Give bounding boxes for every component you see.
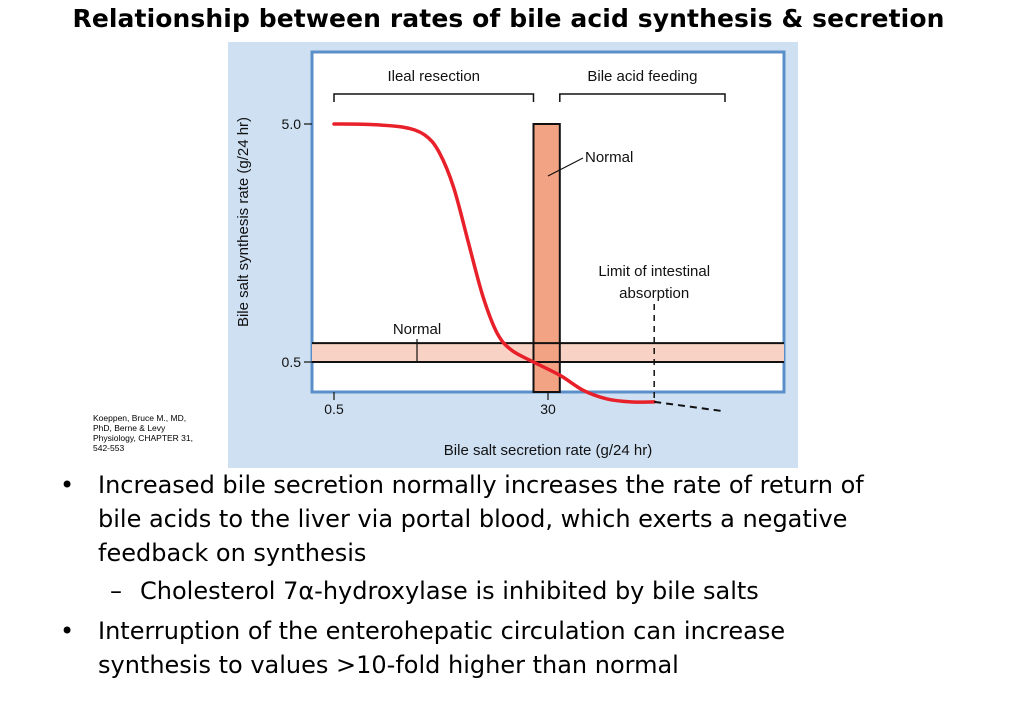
region-label: Bile acid feeding xyxy=(587,68,697,85)
x-tick-label: 0.5 xyxy=(324,401,344,417)
bullet-line: bile acids to the liver via portal blood… xyxy=(98,505,848,533)
normal-bar-leader xyxy=(547,157,584,177)
citation: Koeppen, Bruce M., MD, PhD, Berne & Levy… xyxy=(93,413,233,453)
y-tick-label: 0.5 xyxy=(282,354,302,370)
normal-bar-label: Normal xyxy=(585,149,633,166)
normal-bar xyxy=(533,124,560,392)
region-bracket xyxy=(333,93,535,102)
slide-title: Relationship between rates of bile acid … xyxy=(72,4,945,33)
bullet-text: Increased bile secretion normally increa… xyxy=(98,468,1000,570)
y-tick-label: 5.0 xyxy=(282,116,302,132)
x-tick-label: 30 xyxy=(540,401,556,417)
sub-bullet-text: Cholesterol 7α-hydroxylase is inhibited … xyxy=(140,577,759,605)
region-bracket xyxy=(559,93,726,102)
bullet-list: • Increased bile secretion normally incr… xyxy=(60,468,1000,682)
sub-bullet-dash: – xyxy=(110,577,122,605)
citation-line: PhD, Berne & Levy xyxy=(93,423,166,433)
region-label: Ileal resection xyxy=(387,68,480,85)
citation-line: Physiology, CHAPTER 31, xyxy=(93,433,193,443)
bullet-line: Increased bile secretion normally increa… xyxy=(98,471,864,499)
bullet-line: feedback on synthesis xyxy=(98,539,367,567)
annotation-label: absorption xyxy=(619,285,689,302)
bullet-line: Interruption of the enterohepatic circul… xyxy=(98,617,786,645)
curve-extension-dashed xyxy=(654,400,726,413)
synthesis-curve xyxy=(332,122,656,404)
normal-band-label: Normal xyxy=(393,321,441,338)
annotation-label: Limit of intestinal xyxy=(598,263,710,280)
bullet-item: • Increased bile secretion normally incr… xyxy=(60,468,1000,570)
x-axis-label: Bile salt secretion rate (g/24 hr) xyxy=(444,442,652,459)
sub-bullet-item: – Cholesterol 7α-hydroxylase is inhibite… xyxy=(60,574,1000,608)
citation-line: Koeppen, Bruce M., MD, xyxy=(93,413,187,423)
bullet-item: • Interruption of the enterohepatic circ… xyxy=(60,614,1000,682)
chart-panel: 5.0 0.5 0.5 30 Bile salt secretion rate (g/2… xyxy=(228,42,798,468)
bile-acid-chart: 5.0 0.5 0.5 30 Bile salt secretion rate (g/2… xyxy=(235,50,786,459)
bullet-dot: • xyxy=(60,617,75,645)
bullet-line: synthesis to values >10-fold higher than… xyxy=(98,651,679,679)
bullet-dot: • xyxy=(60,471,75,499)
citation-line: 542-553 xyxy=(93,443,125,453)
bullet-text: Interruption of the enterohepatic circul… xyxy=(98,614,1000,682)
normal-bar-outline xyxy=(532,123,561,393)
y-axis-label: Bile salt synthesis rate (g/24 hr) xyxy=(235,117,252,327)
